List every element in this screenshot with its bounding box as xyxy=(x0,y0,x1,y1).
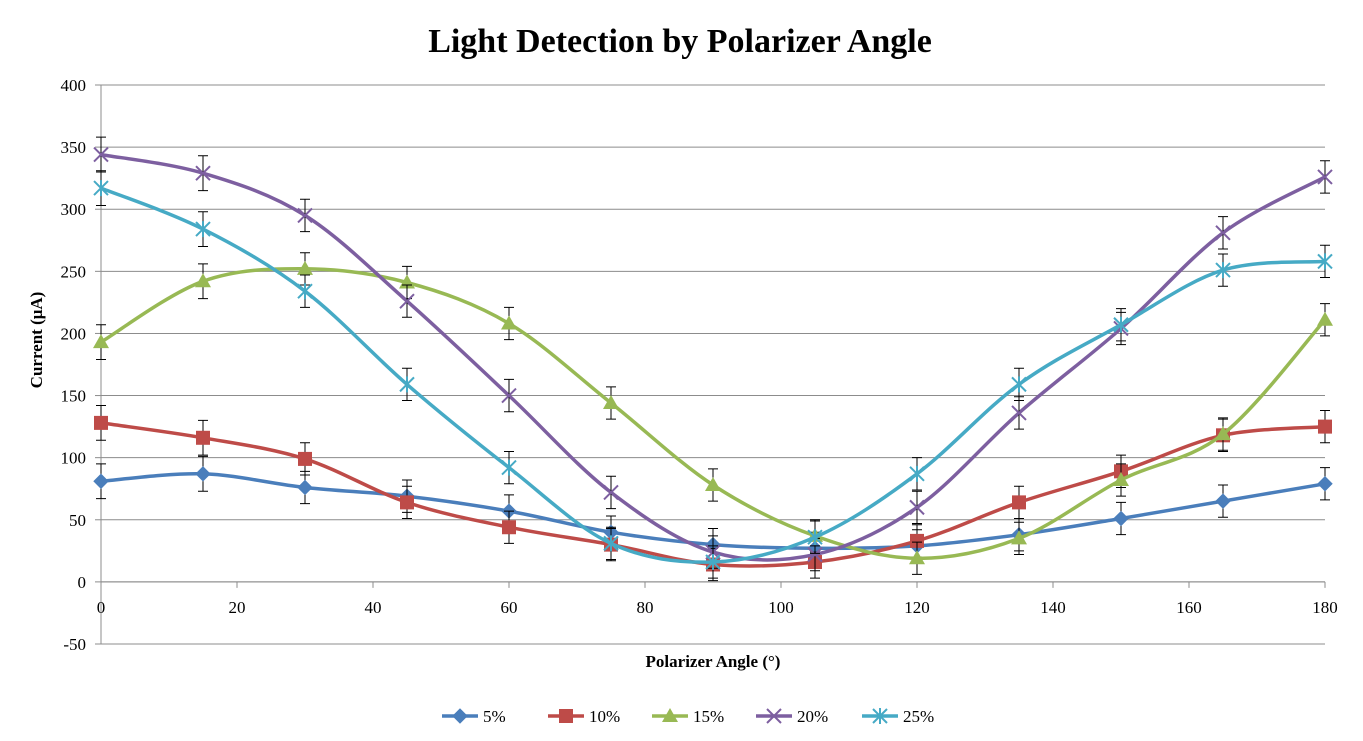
data-point xyxy=(1012,495,1026,510)
legend-item-25pct: 25% xyxy=(862,707,934,726)
legend-label: 10% xyxy=(589,707,620,726)
axes: -50 0 50 100 150 200 250 300 350 400 0 20 40 60 80 100 1… xyxy=(61,76,1338,654)
data-point xyxy=(297,260,313,275)
chart-title: Light Detection by Polarizer Angle xyxy=(428,23,932,60)
x-tick-label: 120 xyxy=(904,598,930,617)
x-tick-label: 0 xyxy=(97,598,106,617)
y-tick-label: 0 xyxy=(78,573,87,592)
data-point xyxy=(705,554,721,571)
y-tick-label: 150 xyxy=(61,387,87,406)
y-tick-label: 300 xyxy=(61,200,87,219)
data-point xyxy=(297,479,313,496)
legend-marker xyxy=(559,709,573,723)
legend-marker xyxy=(872,708,888,724)
y-tick-label: 200 xyxy=(61,324,87,343)
y-tick-label: 50 xyxy=(69,511,86,530)
data-point xyxy=(603,395,619,410)
data-point xyxy=(1317,476,1333,492)
data-point xyxy=(94,415,108,430)
data-point xyxy=(195,221,211,238)
data-point xyxy=(1317,311,1333,326)
data-point xyxy=(1113,510,1129,527)
legend-marker xyxy=(766,708,782,724)
data-point xyxy=(1011,376,1027,393)
y-tick-label: 250 xyxy=(61,262,87,281)
data-point xyxy=(93,146,109,163)
legend: 5% 10% 15% 20% 25% xyxy=(442,707,934,726)
x-tick-label: 40 xyxy=(365,598,382,617)
data-point xyxy=(399,293,415,309)
data-point xyxy=(1317,253,1333,270)
data-point xyxy=(909,550,925,565)
data-point xyxy=(399,376,415,393)
data-point xyxy=(502,520,516,535)
data-point xyxy=(1215,262,1231,279)
legend-item-15pct: 15% xyxy=(652,707,724,726)
data-point xyxy=(1215,426,1231,441)
x-tick-label: 20 xyxy=(229,598,246,617)
legend-label: 15% xyxy=(693,707,724,726)
data-point xyxy=(1113,472,1129,487)
x-tick-label: 80 xyxy=(637,598,654,617)
data-point xyxy=(603,535,619,552)
x-tick-label: 160 xyxy=(1176,598,1202,617)
legend-marker xyxy=(452,708,468,724)
data-point xyxy=(1011,530,1027,545)
y-axis-label: Current (μA) xyxy=(27,292,46,389)
data-point xyxy=(909,465,925,482)
series-15pct xyxy=(93,252,1333,575)
data-point xyxy=(501,459,517,476)
data-point xyxy=(807,546,823,563)
data-point xyxy=(603,484,619,501)
legend-label: 25% xyxy=(903,707,934,726)
legend-item-10pct: 10% xyxy=(548,707,620,726)
x-tick-label: 100 xyxy=(768,598,794,617)
data-point xyxy=(501,315,517,330)
data-point xyxy=(807,529,823,546)
legend-marker xyxy=(662,708,678,722)
data-point xyxy=(400,495,414,510)
x-tick-label: 140 xyxy=(1040,598,1066,617)
data-point xyxy=(195,466,211,482)
data-point xyxy=(195,273,211,288)
legend-label: 5% xyxy=(483,707,506,726)
data-point xyxy=(1113,316,1129,333)
legend-label: 20% xyxy=(797,707,828,726)
x-axis-label: Polarizer Angle (°) xyxy=(646,652,781,671)
data-point xyxy=(705,476,721,491)
legend-item-20pct: 20% xyxy=(756,707,828,726)
data-point xyxy=(93,180,109,197)
data-point xyxy=(196,430,210,445)
series-20pct xyxy=(93,136,1333,572)
legend-item-5pct: 5% xyxy=(442,707,506,726)
data-point xyxy=(297,283,313,300)
data-point xyxy=(297,207,313,224)
series-25pct xyxy=(93,170,1333,579)
x-tick-label: 60 xyxy=(501,598,518,617)
series-line xyxy=(100,186,1326,564)
data-point xyxy=(909,499,925,516)
x-tick-label: 180 xyxy=(1312,598,1338,617)
data-point xyxy=(93,473,109,489)
data-point xyxy=(910,533,924,548)
data-point xyxy=(1011,405,1027,421)
data-point xyxy=(195,165,211,181)
data-point xyxy=(93,334,109,349)
data-point xyxy=(1318,419,1332,434)
data-point xyxy=(1215,493,1231,509)
data-point xyxy=(298,451,312,466)
y-tick-label: -50 xyxy=(63,635,86,654)
y-tick-label: 400 xyxy=(61,76,87,95)
y-tick-label: 350 xyxy=(61,138,87,157)
y-tick-label: 100 xyxy=(61,449,87,468)
data-point xyxy=(1317,169,1333,185)
data-point xyxy=(501,387,517,404)
series-group xyxy=(93,136,1333,582)
data-point xyxy=(1215,225,1231,241)
